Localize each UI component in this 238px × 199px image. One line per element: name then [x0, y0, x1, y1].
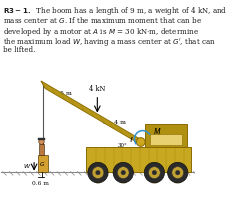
Text: 30°: 30° [117, 143, 127, 148]
Circle shape [149, 167, 160, 179]
Text: 4 m: 4 m [114, 120, 126, 125]
Circle shape [168, 162, 188, 183]
Text: 5 m: 5 m [60, 91, 72, 96]
Text: be lifted.: be lifted. [3, 46, 35, 54]
Circle shape [121, 170, 125, 175]
Circle shape [88, 162, 108, 183]
Circle shape [113, 162, 133, 183]
Text: mass center at $G$. If the maximum moment that can be: mass center at $G$. If the maximum momen… [3, 15, 202, 25]
Bar [121, 171, 126, 183]
Text: $G$: $G$ [102, 118, 109, 126]
Circle shape [117, 167, 129, 179]
Bar [175, 171, 180, 183]
Circle shape [144, 162, 164, 183]
Bar [86, 147, 191, 172]
Text: $G$: $G$ [39, 160, 45, 168]
Text: $M$: $M$ [154, 126, 162, 137]
Circle shape [96, 170, 100, 175]
Bar [39, 144, 45, 155]
Text: $W$: $W$ [23, 162, 32, 170]
Circle shape [172, 167, 183, 179]
Circle shape [136, 138, 145, 146]
Circle shape [175, 170, 180, 175]
Polygon shape [41, 81, 143, 146]
Bar [38, 138, 45, 140]
Text: developed by a motor at $A$ is $M$ = 30 kN$\cdot$m, determine: developed by a motor at $A$ is $M$ = 30 … [3, 26, 199, 38]
Text: $\mathbf{R3-1.}$  The boom has a length of 9 m, a weight of 4 kN, and: $\mathbf{R3-1.}$ The boom has a length o… [3, 5, 227, 17]
Bar [96, 171, 100, 183]
Bar [150, 134, 182, 145]
Text: 4 kN: 4 kN [89, 85, 105, 93]
Circle shape [152, 170, 157, 175]
Circle shape [39, 139, 44, 144]
Circle shape [92, 167, 104, 179]
Text: the maximum load $W$, having a mass center at $G'$, that can: the maximum load $W$, having a mass cent… [3, 36, 216, 48]
Bar [38, 155, 49, 172]
Bar [152, 171, 157, 183]
Bar [145, 124, 188, 147]
Text: 0.6 m: 0.6 m [32, 180, 49, 185]
